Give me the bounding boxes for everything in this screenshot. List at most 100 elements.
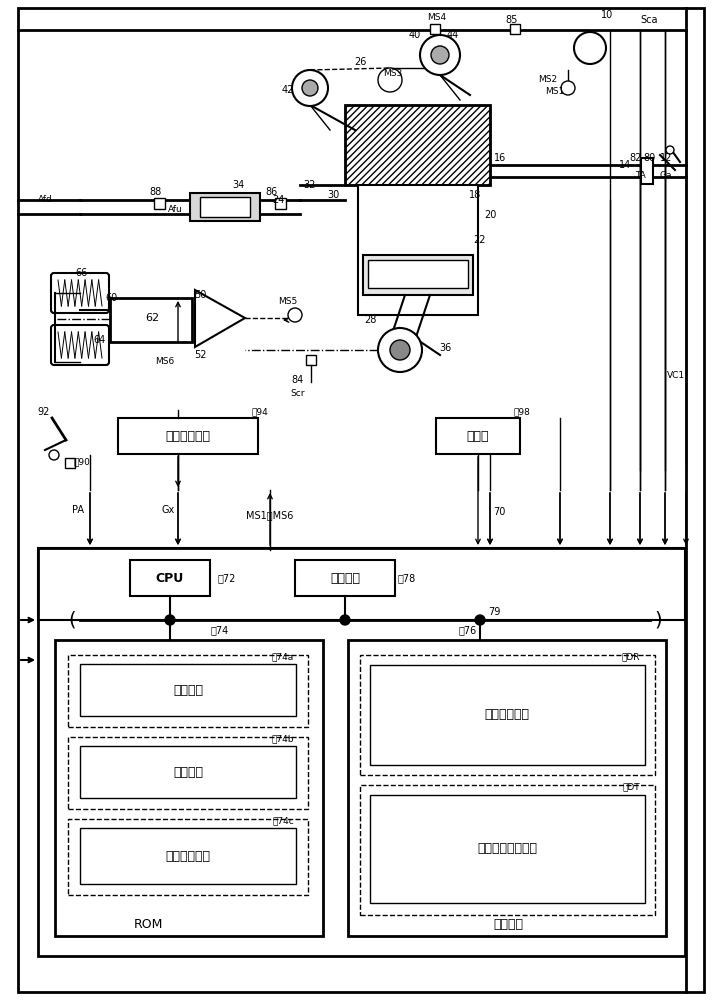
Text: 34: 34 bbox=[232, 180, 244, 190]
Text: ): ) bbox=[654, 610, 662, 630]
Text: 26: 26 bbox=[354, 57, 366, 67]
Text: 32: 32 bbox=[304, 180, 316, 190]
Circle shape bbox=[475, 615, 485, 625]
Text: TA: TA bbox=[635, 170, 645, 180]
FancyBboxPatch shape bbox=[51, 273, 109, 313]
Text: 12: 12 bbox=[660, 153, 672, 163]
Text: PA: PA bbox=[72, 505, 84, 515]
Circle shape bbox=[420, 35, 460, 75]
Circle shape bbox=[431, 46, 449, 64]
Bar bbox=[436, 418, 520, 454]
Text: ～74b: ～74b bbox=[271, 734, 294, 744]
Text: 控制程序: 控制程序 bbox=[173, 684, 203, 696]
Bar bbox=[360, 785, 655, 915]
Text: 关系规定数据: 关系规定数据 bbox=[484, 708, 529, 722]
Text: MS3: MS3 bbox=[383, 70, 403, 79]
Text: 转矩输出映射数据: 转矩输出映射数据 bbox=[477, 842, 537, 856]
Bar bbox=[130, 560, 210, 596]
Text: MS1: MS1 bbox=[545, 88, 565, 97]
Bar bbox=[190, 193, 260, 221]
Bar bbox=[363, 255, 473, 295]
Text: ～DR: ～DR bbox=[622, 652, 640, 662]
Text: 20: 20 bbox=[484, 210, 496, 220]
Text: MS1～MS6: MS1～MS6 bbox=[246, 510, 294, 520]
Text: 16: 16 bbox=[494, 153, 506, 163]
Text: 40: 40 bbox=[409, 30, 421, 40]
FancyBboxPatch shape bbox=[51, 325, 109, 365]
Text: 警告灯: 警告灯 bbox=[466, 430, 490, 442]
Text: 44: 44 bbox=[447, 30, 459, 40]
Circle shape bbox=[378, 328, 422, 372]
Bar bbox=[68, 655, 308, 727]
Bar bbox=[641, 158, 653, 184]
Text: 30: 30 bbox=[327, 190, 339, 200]
Text: Ga: Ga bbox=[660, 170, 672, 180]
Polygon shape bbox=[195, 290, 245, 347]
Circle shape bbox=[292, 70, 328, 106]
Text: 加速度传感器: 加速度传感器 bbox=[165, 430, 211, 442]
Text: Afd: Afd bbox=[38, 196, 53, 205]
Text: 42: 42 bbox=[282, 85, 294, 95]
Text: ～98: ～98 bbox=[513, 408, 531, 416]
Text: ～74a: ～74a bbox=[271, 652, 294, 662]
Bar bbox=[360, 655, 655, 775]
Bar bbox=[200, 197, 250, 217]
Text: 79: 79 bbox=[488, 607, 500, 617]
Text: 60: 60 bbox=[106, 293, 118, 303]
Circle shape bbox=[378, 68, 402, 92]
Circle shape bbox=[574, 32, 606, 64]
Text: 88: 88 bbox=[149, 187, 161, 197]
Bar bbox=[306, 355, 316, 365]
Text: 学习程序: 学习程序 bbox=[173, 766, 203, 778]
Text: 80: 80 bbox=[644, 153, 656, 163]
Text: MS6: MS6 bbox=[155, 358, 175, 366]
Bar bbox=[68, 819, 308, 895]
Circle shape bbox=[561, 81, 575, 95]
Text: 10: 10 bbox=[601, 10, 613, 20]
Text: ～94: ～94 bbox=[252, 408, 269, 416]
Text: 66: 66 bbox=[76, 268, 88, 278]
Text: 劣化判定程序: 劣化判定程序 bbox=[165, 850, 211, 862]
Bar bbox=[38, 548, 685, 620]
Text: 28: 28 bbox=[364, 315, 376, 325]
Text: (: ( bbox=[69, 610, 76, 630]
Text: Afu: Afu bbox=[168, 206, 183, 215]
Text: 85: 85 bbox=[506, 15, 518, 25]
Circle shape bbox=[340, 615, 350, 625]
Text: Sca: Sca bbox=[640, 15, 658, 25]
Text: 82: 82 bbox=[630, 153, 642, 163]
Bar bbox=[358, 185, 478, 315]
Text: ～90: ～90 bbox=[74, 458, 90, 466]
Bar bbox=[368, 260, 468, 288]
Text: MS5: MS5 bbox=[279, 298, 297, 306]
Circle shape bbox=[288, 308, 302, 322]
Text: Gx: Gx bbox=[162, 505, 175, 515]
Text: 86: 86 bbox=[266, 187, 278, 197]
Bar bbox=[154, 198, 165, 209]
Text: ～78: ～78 bbox=[398, 573, 417, 583]
Text: VC1: VC1 bbox=[667, 370, 685, 379]
Text: 外围电路: 外围电路 bbox=[330, 572, 360, 584]
Bar bbox=[370, 665, 645, 765]
Text: 50: 50 bbox=[193, 290, 206, 300]
Bar bbox=[345, 105, 490, 185]
Text: ～72: ～72 bbox=[218, 573, 236, 583]
Text: ～74: ～74 bbox=[211, 625, 229, 635]
Text: 64: 64 bbox=[94, 335, 106, 345]
Text: 52: 52 bbox=[193, 350, 206, 360]
Bar bbox=[370, 795, 645, 903]
Bar bbox=[275, 198, 286, 209]
Text: MS4: MS4 bbox=[427, 13, 447, 22]
Circle shape bbox=[165, 615, 175, 625]
Bar bbox=[510, 24, 520, 34]
Text: 14: 14 bbox=[619, 160, 631, 170]
Text: 22: 22 bbox=[474, 235, 486, 245]
Text: 92: 92 bbox=[38, 407, 51, 417]
Bar bbox=[55, 640, 323, 936]
Bar bbox=[348, 640, 666, 936]
Text: 存储装置: 存储装置 bbox=[493, 918, 523, 930]
Text: ～76: ～76 bbox=[459, 625, 477, 635]
Circle shape bbox=[390, 340, 410, 360]
Text: 18: 18 bbox=[469, 190, 481, 200]
Bar bbox=[110, 298, 192, 342]
